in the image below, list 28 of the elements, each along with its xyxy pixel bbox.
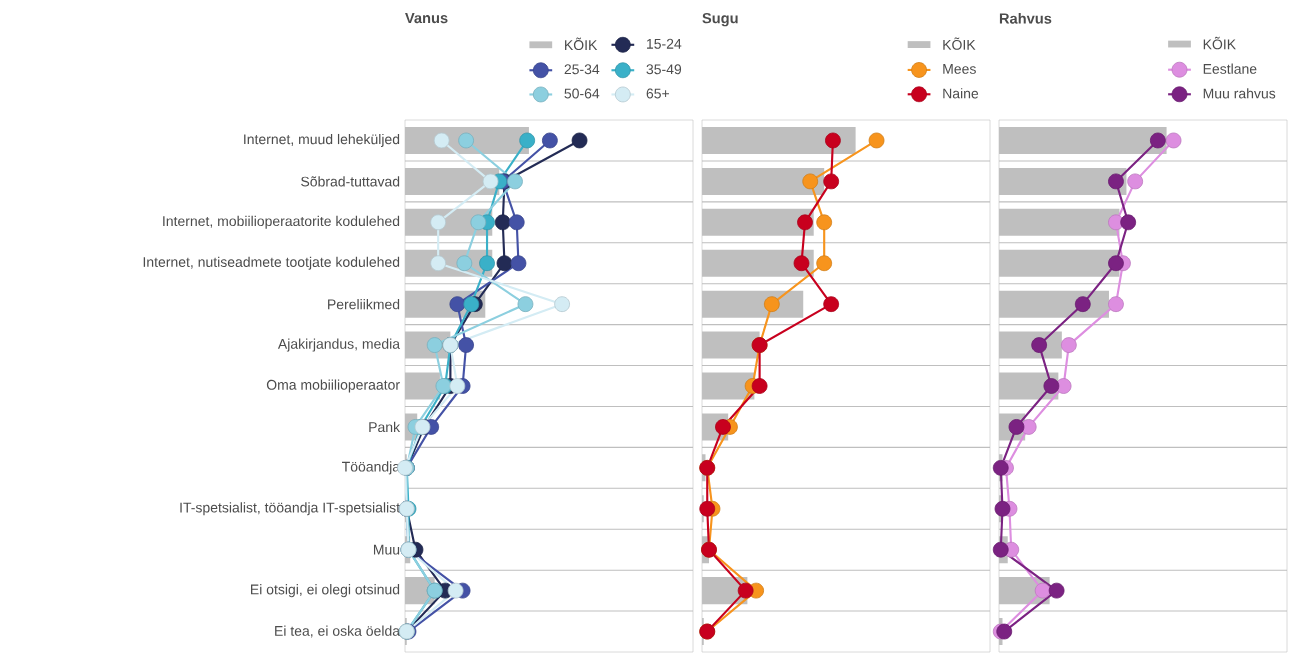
legend-label: 15-24 xyxy=(647,38,682,49)
legend-label: 65+ xyxy=(646,88,669,99)
y-tick-label: Ajakirjandus, media xyxy=(277,338,401,352)
y-tick-label: Ei tea, ei oska öelda xyxy=(275,625,401,638)
y-tick-label: Pereliikmed xyxy=(328,299,400,310)
legend-label: 25-34 xyxy=(564,64,600,75)
legend-label: 35-49 xyxy=(646,64,682,75)
y-tick-label: Internet, muud leheküljed xyxy=(244,133,400,147)
chart-title: Rahvus xyxy=(999,12,1052,24)
legend-label: KÕIK xyxy=(565,37,598,51)
y-tick-label: Ei otsigi, ei olegi otsinud xyxy=(251,584,400,598)
y-tick-label: Tööandja xyxy=(342,461,401,475)
legend-label: Naine xyxy=(943,88,979,99)
chart-title: Sugu xyxy=(702,12,738,27)
y-tick-label: Internet, nutiseadmete tootjate kodulehed xyxy=(143,256,400,270)
y-tick-label: IT-spetsialist, tööandja IT-spetsialist xyxy=(180,502,400,516)
y-tick-label: Pank xyxy=(369,421,401,433)
y-tick-label: Internet, mobiilioperaatorite kodulehed xyxy=(163,215,400,229)
y-tick-label: Oma mobiilioperaator xyxy=(266,379,400,393)
legend-label: Muu rahvus xyxy=(1203,88,1276,99)
legend-label: Eestlane xyxy=(1203,63,1257,74)
legend-label: Mees xyxy=(943,64,976,74)
legend-label: 50-64 xyxy=(564,88,600,99)
y-tick-label: Muu xyxy=(373,544,400,555)
chart-title: Vanus xyxy=(405,12,448,24)
legend-label: KÕIK xyxy=(943,37,976,50)
y-tick-label: Sõbrad-tuttavad xyxy=(301,176,400,187)
legend-label: KÕIK xyxy=(1203,36,1236,50)
